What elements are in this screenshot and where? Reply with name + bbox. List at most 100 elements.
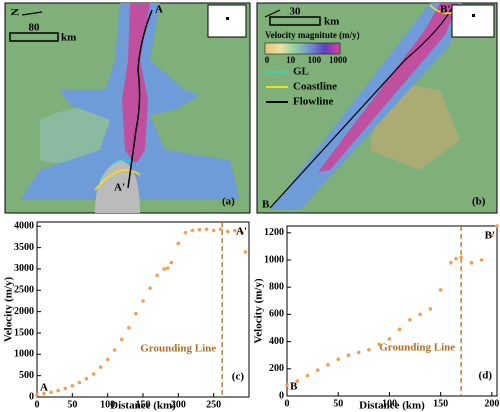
y-tick-label: 500	[19, 370, 34, 381]
colorbar-tick: 1000	[329, 55, 348, 65]
y-tick-label: 4000	[14, 221, 34, 232]
legend-label: Coastline	[293, 81, 337, 93]
data-point	[176, 241, 181, 246]
data-point	[35, 393, 39, 397]
colorbar-tick: 100	[308, 55, 322, 65]
x-tick-label: 0	[285, 398, 290, 409]
data-point	[120, 337, 124, 342]
start-label: A	[155, 4, 163, 16]
data-point	[211, 228, 216, 233]
data-point	[315, 368, 320, 372]
data-point	[397, 327, 402, 332]
data-point	[305, 373, 310, 378]
data-point	[449, 260, 453, 265]
y-tick-label: 0	[29, 391, 34, 402]
y-tick-label: 400	[269, 336, 284, 347]
data-point	[183, 230, 188, 235]
scale-unit: km	[61, 32, 76, 44]
x-axis-label: Distance (km)	[110, 400, 176, 412]
data-point	[84, 376, 89, 381]
start-label: A	[40, 382, 48, 394]
y-tick-label: 3500	[14, 242, 34, 253]
end-label: A'	[236, 226, 247, 238]
data-point	[377, 342, 381, 347]
data-point	[169, 260, 174, 265]
y-tick-label: 1200	[264, 227, 284, 238]
y-tick-label: 200	[269, 363, 284, 374]
data-point	[63, 386, 68, 391]
data-point	[141, 299, 145, 303]
data-point	[98, 365, 103, 369]
data-point	[356, 350, 361, 355]
y-tick-label: 1000	[14, 349, 34, 360]
x-tick-label: 50	[67, 399, 77, 410]
data-point	[42, 391, 46, 396]
data-point	[326, 362, 330, 367]
data-point	[190, 228, 195, 233]
y-tick-label: 2000	[14, 306, 34, 317]
legend-label: Flowline	[293, 96, 333, 108]
data-point	[49, 390, 53, 395]
data-point	[495, 224, 499, 228]
x-tick-label: 150	[433, 398, 448, 409]
data-point	[162, 267, 166, 271]
scale-value: 80	[29, 22, 41, 34]
x-tick-label: 250	[206, 399, 221, 410]
panel-label: (a)	[222, 196, 235, 208]
x-tick-label: 200	[171, 399, 186, 410]
data-point	[165, 266, 170, 270]
y-tick-label: 3000	[14, 263, 34, 274]
scale-value: 30	[290, 6, 302, 18]
data-point	[428, 307, 433, 311]
data-point	[408, 318, 412, 322]
colorbar-ticks: 0 10 100 1000	[265, 55, 348, 65]
map-a: N 80 km A A' (a)	[4, 2, 251, 214]
data-point	[112, 348, 117, 352]
y-tick-label: 600	[269, 309, 284, 320]
x-tick-label: 200	[484, 398, 499, 409]
data-point	[454, 256, 458, 261]
data-point	[134, 311, 138, 316]
data-point	[490, 233, 494, 238]
data-point	[197, 227, 202, 232]
map-legend: GL Coastline Flowline	[266, 66, 337, 108]
x-tick-label: 0	[35, 399, 40, 410]
data-point	[105, 357, 110, 362]
y-axis-label: Velocity (m/y)	[253, 278, 265, 344]
grounding-label: Grounding Line	[140, 343, 216, 355]
data-point	[240, 230, 244, 235]
data-point	[346, 353, 351, 358]
x-axis-label: Distance (km)	[359, 400, 425, 412]
data-point	[155, 273, 159, 278]
data-point	[479, 258, 484, 262]
start-label: B	[262, 199, 270, 211]
plot-frame	[36, 221, 250, 398]
data-point	[438, 288, 443, 292]
data-point	[295, 379, 300, 383]
data-point	[218, 227, 223, 232]
charts: 0 50 100 150 200 2500500100015002000250030003…	[3, 221, 500, 412]
x-tick-label: 100	[100, 399, 115, 410]
panel-label: (c)	[232, 371, 245, 383]
y-tick-label: 800	[269, 281, 284, 292]
data-point	[148, 286, 152, 290]
data-point	[387, 337, 392, 341]
y-tick-label: 0	[279, 390, 284, 401]
colorbar-tick: 0	[265, 55, 270, 65]
data-point	[91, 372, 96, 376]
y-tick-label: 2500	[14, 285, 34, 296]
data-point	[243, 250, 248, 254]
data-point	[336, 357, 341, 362]
data-point	[285, 383, 289, 387]
x-tick-label: 150	[136, 399, 151, 410]
data-point	[77, 380, 82, 385]
data-point	[204, 227, 209, 232]
data-point	[70, 384, 75, 388]
y-axis-label: Velocity (m/y)	[3, 277, 15, 343]
y-tick-label: 1000	[264, 254, 284, 265]
x-tick-label: 100	[382, 398, 397, 409]
panel-label: (b)	[472, 196, 486, 208]
data-point	[367, 347, 371, 352]
